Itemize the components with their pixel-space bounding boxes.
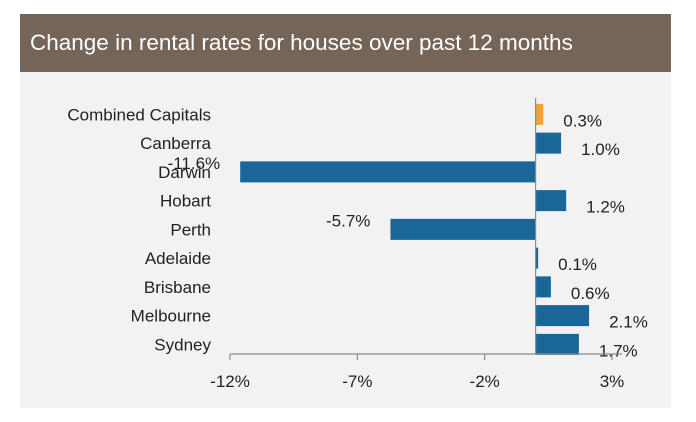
bar-0	[535, 103, 544, 125]
value-label: 0.1%	[558, 255, 597, 274]
value-label: -5.7%	[326, 211, 370, 230]
category-label: Melbourne	[131, 307, 211, 326]
bar-6	[535, 276, 551, 298]
value-label: 1.2%	[586, 198, 625, 217]
bar-4	[390, 218, 536, 240]
category-label: Sydney	[154, 335, 211, 354]
chart-title: Change in rental rates for houses over p…	[20, 14, 671, 72]
category-label: Brisbane	[144, 278, 211, 297]
bar-2	[240, 161, 536, 183]
value-label: 1.0%	[581, 140, 620, 159]
value-label: 1.7%	[599, 341, 638, 360]
category-label: Darwin	[158, 163, 211, 182]
x-tick-label: -7%	[342, 372, 372, 391]
x-tick-label: -2%	[470, 372, 500, 391]
bar-5	[535, 247, 539, 269]
bar-1	[535, 132, 562, 154]
value-label: 0.6%	[571, 284, 610, 303]
category-label: Combined Capitals	[67, 105, 211, 124]
value-label: 2.1%	[609, 313, 648, 332]
x-tick-label: 3%	[600, 372, 625, 391]
x-tick-label: -12%	[210, 372, 250, 391]
category-label: Perth	[170, 220, 211, 239]
bar-7	[535, 305, 590, 327]
category-label: Canberra	[140, 134, 211, 153]
value-label: 0.3%	[563, 111, 602, 130]
category-label: Adelaide	[145, 249, 211, 268]
bar-3	[535, 190, 567, 212]
value-label: -11.6%	[168, 154, 221, 173]
bar-8	[535, 333, 579, 355]
category-label: Hobart	[160, 192, 211, 211]
